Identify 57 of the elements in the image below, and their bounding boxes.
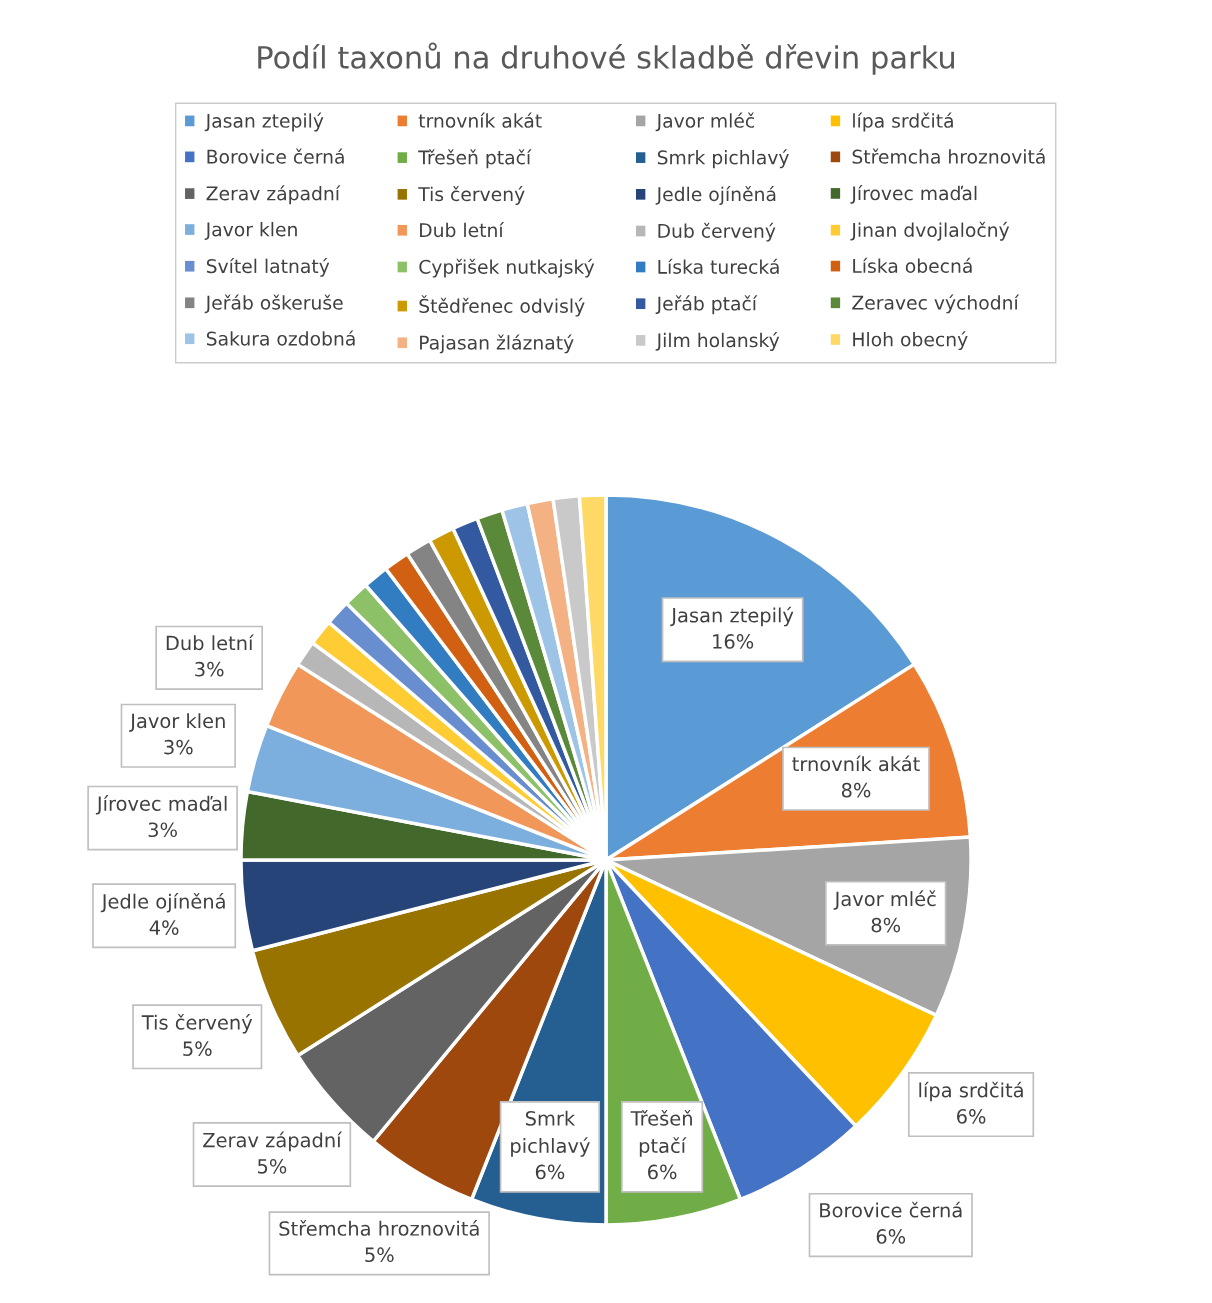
legend-label: lípa srdčitá xyxy=(853,112,953,132)
slice-label: Třešeň ptačí xyxy=(630,1109,692,1157)
legend-label: trnovník akát xyxy=(418,112,542,128)
data-label: 3% xyxy=(195,661,224,677)
slice-label: Javor klen xyxy=(129,713,225,732)
legend-label: Štědřenec odvislý xyxy=(419,295,585,317)
legend-label: Cypřišek nutkajský xyxy=(419,258,595,278)
data-label: 16% xyxy=(713,634,754,649)
legend-label: Líska obecná xyxy=(853,257,972,274)
legend-label: Borovice černá xyxy=(207,148,344,164)
legend-label: Svítel latnatý xyxy=(206,257,330,277)
legend-label: Střemcha hroznovitá xyxy=(852,148,1045,164)
legend-label: Třešeň ptačí xyxy=(418,149,532,169)
legend-label: Jeřáb ptačí xyxy=(655,295,758,315)
data-label: 3% xyxy=(164,739,193,755)
data-label: 6% xyxy=(535,1164,565,1180)
data-label: 6% xyxy=(648,1164,677,1180)
chart-title: Podíl taxonů na druhové skladbě dřevin parku xyxy=(258,42,954,75)
slice-label: Zerav západní xyxy=(203,1131,343,1152)
legend-label: Jasan ztepilý xyxy=(204,112,324,132)
legend-label: Smrk pichlavý xyxy=(657,149,789,169)
legend-label: Jinan dvojlaločný xyxy=(850,221,1010,241)
slice-label: Smrk pichlavý xyxy=(511,1110,590,1157)
legend-label: Jilm holanský xyxy=(655,332,780,351)
data-label: 5% xyxy=(183,1041,212,1056)
slice-label: Jedle ojíněná xyxy=(100,892,225,913)
slice-label: Střemcha hroznovitá xyxy=(279,1220,479,1236)
legend-label: Líska turecká xyxy=(658,258,779,274)
legend-label: Hloh obecný xyxy=(853,331,968,351)
slice-label: Jírovec maďal xyxy=(95,795,227,815)
data-label: 4% xyxy=(149,920,179,935)
data-label: 5% xyxy=(258,1158,287,1174)
legend-label: Zerav západní xyxy=(206,185,341,205)
data-label: 6% xyxy=(956,1109,986,1124)
legend-label: Javor mléč xyxy=(655,112,755,132)
data-label: 8% xyxy=(871,917,901,933)
legend-label: Jeřáb oškeruše xyxy=(204,294,343,314)
data-label: 8% xyxy=(841,782,871,798)
legend-label: Jírovec maďal xyxy=(850,185,977,204)
slice-label: Borovice černá xyxy=(820,1201,962,1218)
legend-label: Sakura ozdobná xyxy=(206,330,355,346)
slice-label: Javor mléč xyxy=(833,890,936,910)
slice-label: Tis červený xyxy=(141,1013,253,1034)
data-label: 6% xyxy=(876,1229,906,1244)
legend-label: Dub červený xyxy=(658,222,776,242)
slice-label: trnovník akát xyxy=(792,755,920,772)
data-label: 5% xyxy=(365,1247,394,1263)
slice-label: Jasan ztepilý xyxy=(670,606,794,627)
legend-label: Zeravec východní xyxy=(852,294,1020,314)
legend-label: Dub letní xyxy=(420,221,505,238)
data-label: 3% xyxy=(148,822,177,838)
legend-label: Tis červený xyxy=(418,185,525,205)
slice-label: Dub letní xyxy=(166,634,254,651)
slice-label: lípa srdčitá xyxy=(919,1081,1023,1102)
legend-label: Javor klen xyxy=(204,221,297,240)
legend-label: Jedle ojíněná xyxy=(655,185,776,205)
legend-label: Pajasan žláznatý xyxy=(420,334,574,354)
